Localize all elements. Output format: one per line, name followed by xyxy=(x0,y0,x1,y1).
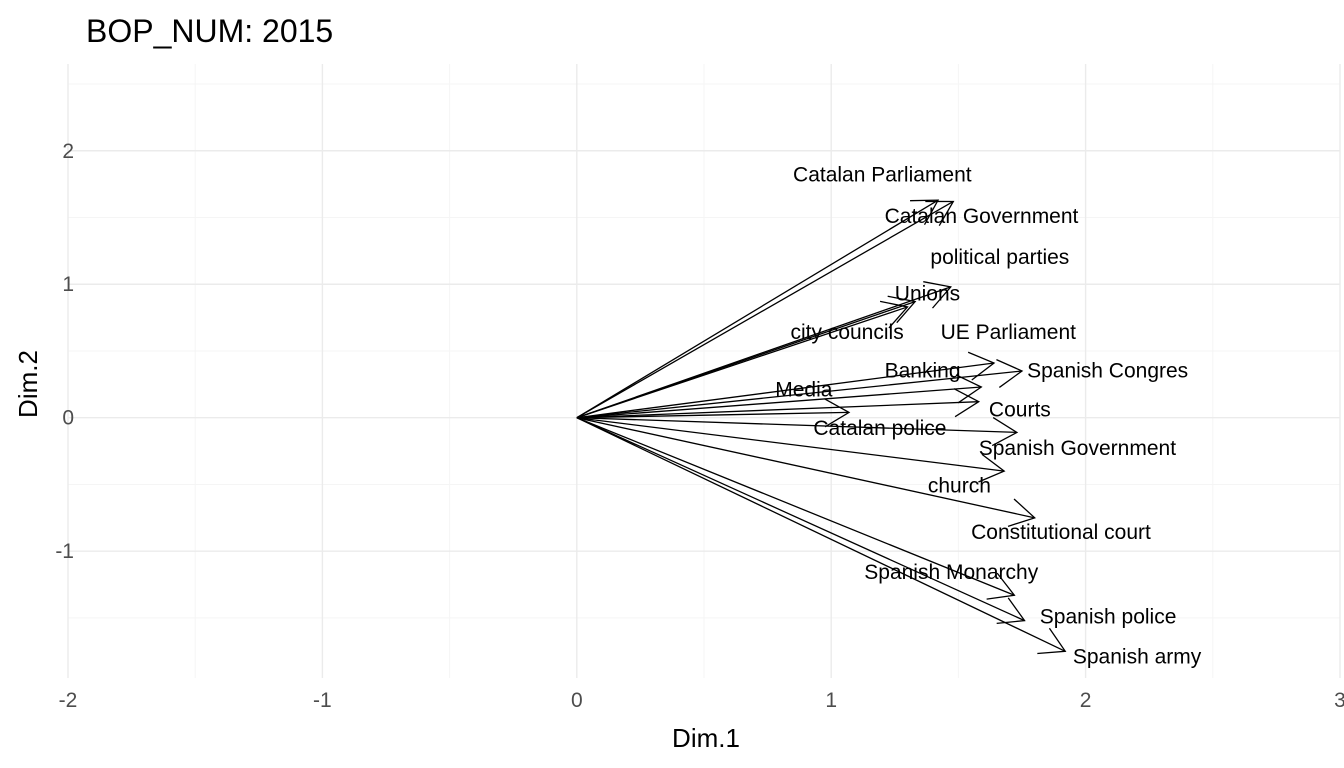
vector-label: Catalan Parliament xyxy=(793,163,972,186)
vector-label: Unions xyxy=(895,282,960,305)
y-tick-label: -1 xyxy=(55,540,74,563)
vector-label: Spanish Monarchy xyxy=(864,561,1038,584)
y-axis-ticks: -1 0 1 2 xyxy=(55,140,74,563)
vector-arrow xyxy=(576,417,1016,600)
y-tick-label: 1 xyxy=(62,273,74,296)
vector-arrow xyxy=(576,388,981,419)
vector-arrow xyxy=(576,417,1036,527)
vector-label: Constitutional court xyxy=(971,521,1151,544)
x-tick-label: -2 xyxy=(59,689,78,712)
vector-label: Courts xyxy=(989,398,1051,421)
vector-label: Spanish Government xyxy=(979,437,1176,460)
vector-label: city councils xyxy=(790,321,903,344)
vector-label: church xyxy=(928,474,991,497)
vector-arrow xyxy=(576,200,955,419)
vector-label: Spanish Congres xyxy=(1027,360,1188,383)
y-tick-label: 0 xyxy=(62,407,74,430)
vector-arrow xyxy=(576,300,909,419)
vectors xyxy=(576,199,1067,655)
y-tick-label: 2 xyxy=(62,140,74,163)
x-tick-label: 3 xyxy=(1334,689,1344,712)
y-axis-title: Dim.2 xyxy=(13,350,43,418)
vector-arrow xyxy=(576,417,1026,624)
vector-arrow xyxy=(576,417,1006,483)
vector-label: Catalan police xyxy=(813,417,946,440)
vector-label: Spanish army xyxy=(1073,645,1202,668)
x-tick-label: -1 xyxy=(313,689,332,712)
vector-label: Spanish police xyxy=(1040,605,1177,628)
vector-label: political parties xyxy=(930,246,1069,269)
vector-label: Media xyxy=(775,378,833,401)
x-axis-title: Dim.1 xyxy=(672,723,740,753)
x-tick-label: 2 xyxy=(1080,689,1092,712)
vector-label: Banking xyxy=(885,360,961,383)
x-axis-ticks: -2 -1 0 1 2 3 xyxy=(59,689,1344,712)
x-tick-label: 1 xyxy=(825,689,837,712)
grid xyxy=(67,64,1341,678)
vector-arrow xyxy=(576,417,1019,447)
x-tick-label: 0 xyxy=(571,689,583,712)
vector-arrow xyxy=(576,351,996,419)
vector-arrow xyxy=(576,398,851,428)
vector-arrow xyxy=(576,359,1024,419)
vector-label: UE Parliament xyxy=(941,321,1077,344)
vector-labels: Catalan Parliament Catalan Government poli… xyxy=(775,163,1202,668)
vector-arrow xyxy=(576,417,1067,655)
vector-arrow xyxy=(576,374,983,419)
vector-arrow xyxy=(576,199,940,419)
vector-label: Catalan Government xyxy=(885,205,1079,228)
chart-title: BOP_NUM: 2015 xyxy=(86,13,333,49)
